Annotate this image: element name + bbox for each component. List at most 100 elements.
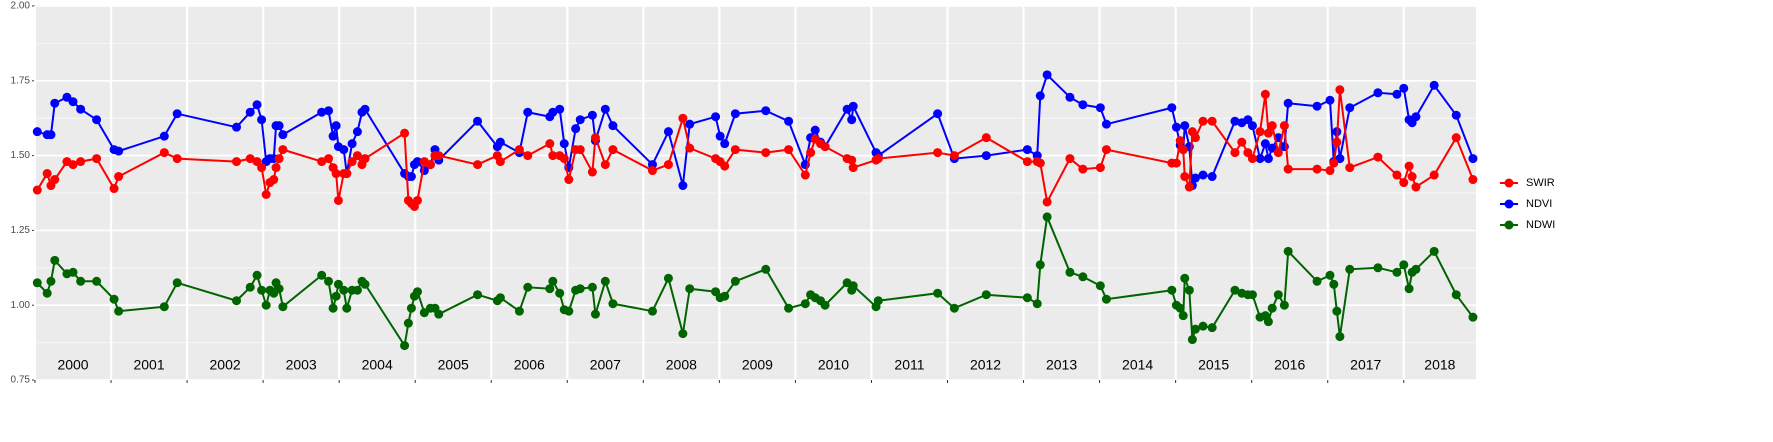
series-point xyxy=(76,157,86,167)
legend-label: SWIR xyxy=(1526,177,1555,189)
y-tick-label: 1.75 xyxy=(11,75,31,86)
series-point xyxy=(92,115,102,125)
series-point xyxy=(1332,137,1342,147)
series-point xyxy=(32,278,42,288)
series-point xyxy=(92,276,102,286)
x-tick-label: 2018 xyxy=(1424,357,1455,373)
series-point xyxy=(1207,323,1217,333)
series-point xyxy=(559,139,569,149)
series-point xyxy=(324,106,334,116)
series-point xyxy=(575,284,585,294)
series-point xyxy=(720,139,730,149)
series-point xyxy=(1411,182,1421,192)
series-point xyxy=(347,157,357,167)
series-point xyxy=(1095,103,1105,113)
series-point xyxy=(114,146,124,156)
series-point xyxy=(647,166,657,176)
series-point xyxy=(257,285,267,295)
series-point xyxy=(587,110,597,120)
series-point xyxy=(720,291,730,301)
x-tick-label: 2003 xyxy=(286,357,317,373)
series-point xyxy=(1373,152,1383,162)
series-point xyxy=(720,161,730,171)
series-point xyxy=(1022,157,1032,167)
series-point xyxy=(523,151,533,161)
series-point xyxy=(784,145,794,155)
series-point xyxy=(1187,335,1197,345)
series-point xyxy=(1345,264,1355,274)
series-point xyxy=(1175,136,1185,146)
series-point xyxy=(1283,98,1293,108)
series-point xyxy=(1065,267,1075,277)
series-point xyxy=(232,296,242,306)
series-point xyxy=(949,151,959,161)
series-point xyxy=(1180,121,1190,131)
series-point xyxy=(545,284,555,294)
series-point xyxy=(1180,172,1190,182)
series-point xyxy=(933,109,943,119)
series-point xyxy=(1042,212,1052,222)
series-point xyxy=(331,121,341,131)
series-point xyxy=(1022,293,1032,303)
series-point xyxy=(933,148,943,158)
series-point xyxy=(50,255,60,265)
series-point xyxy=(1101,145,1111,155)
series-point xyxy=(1312,276,1322,286)
series-point xyxy=(46,276,56,286)
y-tick-label: 1.00 xyxy=(11,300,31,311)
series-point xyxy=(342,169,352,179)
series-point xyxy=(555,288,565,298)
series-point xyxy=(274,121,284,131)
series-point xyxy=(1190,324,1200,334)
series-point xyxy=(360,154,370,164)
series-point xyxy=(333,279,343,289)
series-point xyxy=(1078,164,1088,174)
series-point xyxy=(730,276,740,286)
y-tick-label: 1.25 xyxy=(11,225,31,236)
series-point xyxy=(1065,92,1075,102)
series-point xyxy=(1468,154,1478,164)
series-point xyxy=(46,130,56,140)
series-point xyxy=(1407,172,1417,182)
series-point xyxy=(663,160,673,170)
series-point xyxy=(50,98,60,108)
series-point xyxy=(1184,285,1194,295)
series-point xyxy=(1429,80,1439,90)
series-point xyxy=(514,145,524,155)
series-point xyxy=(685,284,695,294)
series-point xyxy=(820,300,830,310)
series-point xyxy=(1035,91,1045,101)
series-point xyxy=(1263,128,1273,138)
series-point xyxy=(1198,170,1208,180)
series-point xyxy=(873,296,883,306)
series-point xyxy=(68,160,78,170)
series-point xyxy=(1101,294,1111,304)
series-point xyxy=(1042,197,1052,207)
series-point xyxy=(981,133,991,143)
series-point xyxy=(608,121,618,131)
x-tick-label: 2002 xyxy=(210,357,241,373)
series-point xyxy=(339,145,349,155)
series-point xyxy=(269,175,279,185)
series-point xyxy=(403,318,413,328)
series-point xyxy=(245,282,255,292)
series-point xyxy=(172,278,182,288)
series-point xyxy=(159,302,169,312)
series-point xyxy=(324,154,334,164)
legend-label: NDVI xyxy=(1526,198,1552,210)
series-point xyxy=(1325,95,1335,105)
series-point xyxy=(42,288,52,298)
series-point xyxy=(333,195,343,205)
series-point xyxy=(848,281,858,291)
series-point xyxy=(647,306,657,316)
series-point xyxy=(1032,299,1042,309)
series-point xyxy=(1325,270,1335,280)
series-point xyxy=(1329,279,1339,289)
series-point xyxy=(1198,321,1208,331)
series-point xyxy=(1329,158,1339,168)
series-point xyxy=(360,104,370,114)
series-point xyxy=(109,294,119,304)
series-point xyxy=(1263,317,1273,327)
series-point xyxy=(261,300,271,310)
